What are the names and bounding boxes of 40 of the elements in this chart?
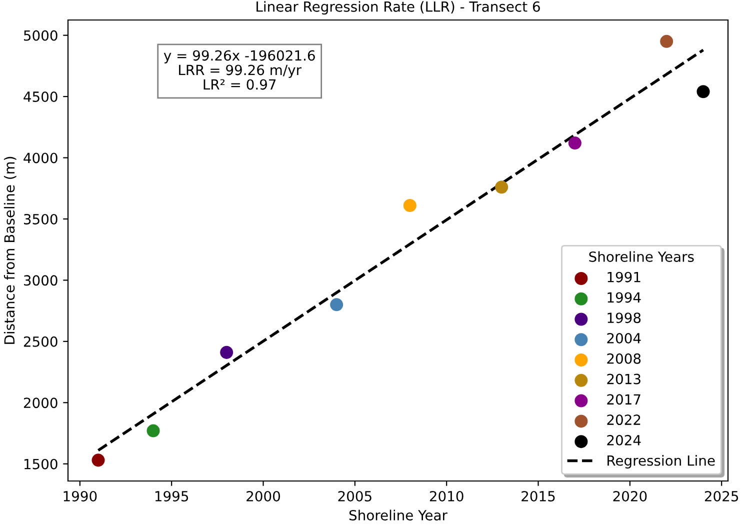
y-tick-label: 2500: [24, 336, 58, 347]
point: [146, 424, 160, 438]
x-tick-label: 2010: [430, 490, 464, 502]
y-tick-label: 3500: [24, 214, 58, 224]
y-axis-title: Distance from Baseline (m): [4, 156, 16, 344]
y-tick-label: 4500: [24, 91, 58, 102]
x-tick-label: 1990: [64, 490, 97, 502]
x-tick-label: 2015: [522, 490, 555, 502]
point: [568, 136, 582, 150]
x-tick-label: 2025: [704, 490, 738, 502]
x-tick-label: 2005: [338, 490, 372, 502]
legend-label: 2013: [607, 374, 640, 384]
legend-label: 2022: [607, 414, 640, 426]
chart-title: Linear Regression Rate (LLR) - Transect 6: [256, 1, 540, 15]
legend-label: 1998: [608, 312, 641, 324]
x-tick-label: 2000: [246, 490, 280, 502]
x-axis-title: Shoreline Year: [349, 510, 448, 520]
legend-label: 2024: [607, 434, 641, 446]
y-tick-label: 2000: [24, 398, 58, 408]
x-tick-label: 1995: [155, 490, 188, 502]
point: [330, 298, 344, 312]
point: [92, 454, 105, 467]
y-tick-label: 4000: [24, 152, 58, 164]
legend-label: Regression Line: [608, 455, 715, 468]
legend-label: 2008: [607, 353, 641, 364]
y-tick-label: 1500: [24, 458, 58, 470]
y-tick-label: 3000: [24, 275, 58, 286]
point: [220, 346, 234, 359]
point: [495, 180, 508, 194]
x-tick-label: 2020: [613, 490, 647, 502]
point: [660, 34, 674, 48]
y-tick-label: 5000: [24, 30, 58, 41]
legend-label: 1991: [608, 272, 640, 282]
annotation: y = 99.26x -196021.6 LRR = 99.26 m/yr LR² = 0.97: [164, 50, 315, 90]
point: [696, 85, 710, 98]
legend-label: 1994: [608, 292, 641, 303]
point: [403, 198, 416, 212]
legend-label: 2017: [607, 394, 640, 405]
legend-label: 2004: [607, 332, 641, 344]
legend-title: Shoreline Years: [589, 251, 694, 262]
